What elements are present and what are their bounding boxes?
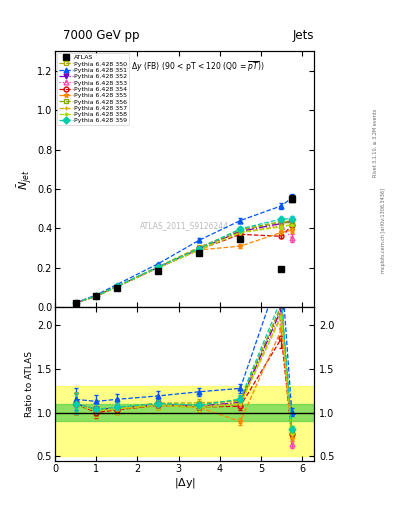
Bar [55, 386, 314, 456]
Text: mcplots.cern.ch [arXiv:1306.3436]: mcplots.cern.ch [arXiv:1306.3436] [381, 188, 386, 273]
Text: 7000 GeV pp: 7000 GeV pp [63, 30, 140, 42]
Text: Jets: Jets [293, 30, 314, 42]
Bar [55, 404, 314, 421]
Text: $N_{jet}$ vs $\Delta y$ (FB) (90 < pT < 120 (Q0 = $\overline{pT}$)): $N_{jet}$ vs $\Delta y$ (FB) (90 < pT < … [105, 59, 264, 74]
Legend: ATLAS, Pythia 6.428 350, Pythia 6.428 351, Pythia 6.428 352, Pythia 6.428 353, P: ATLAS, Pythia 6.428 350, Pythia 6.428 35… [57, 53, 129, 125]
Bar [55, 386, 314, 439]
Y-axis label: Ratio to ATLAS: Ratio to ATLAS [25, 351, 34, 417]
Text: ATLAS_2011_S9126244: ATLAS_2011_S9126244 [140, 221, 229, 230]
X-axis label: |$\Delta$y|: |$\Delta$y| [174, 476, 196, 490]
Y-axis label: $\bar{N}_{jet}$: $\bar{N}_{jet}$ [15, 169, 34, 189]
Text: Rivet 3.1.10, ≥ 3.2M events: Rivet 3.1.10, ≥ 3.2M events [373, 109, 378, 178]
